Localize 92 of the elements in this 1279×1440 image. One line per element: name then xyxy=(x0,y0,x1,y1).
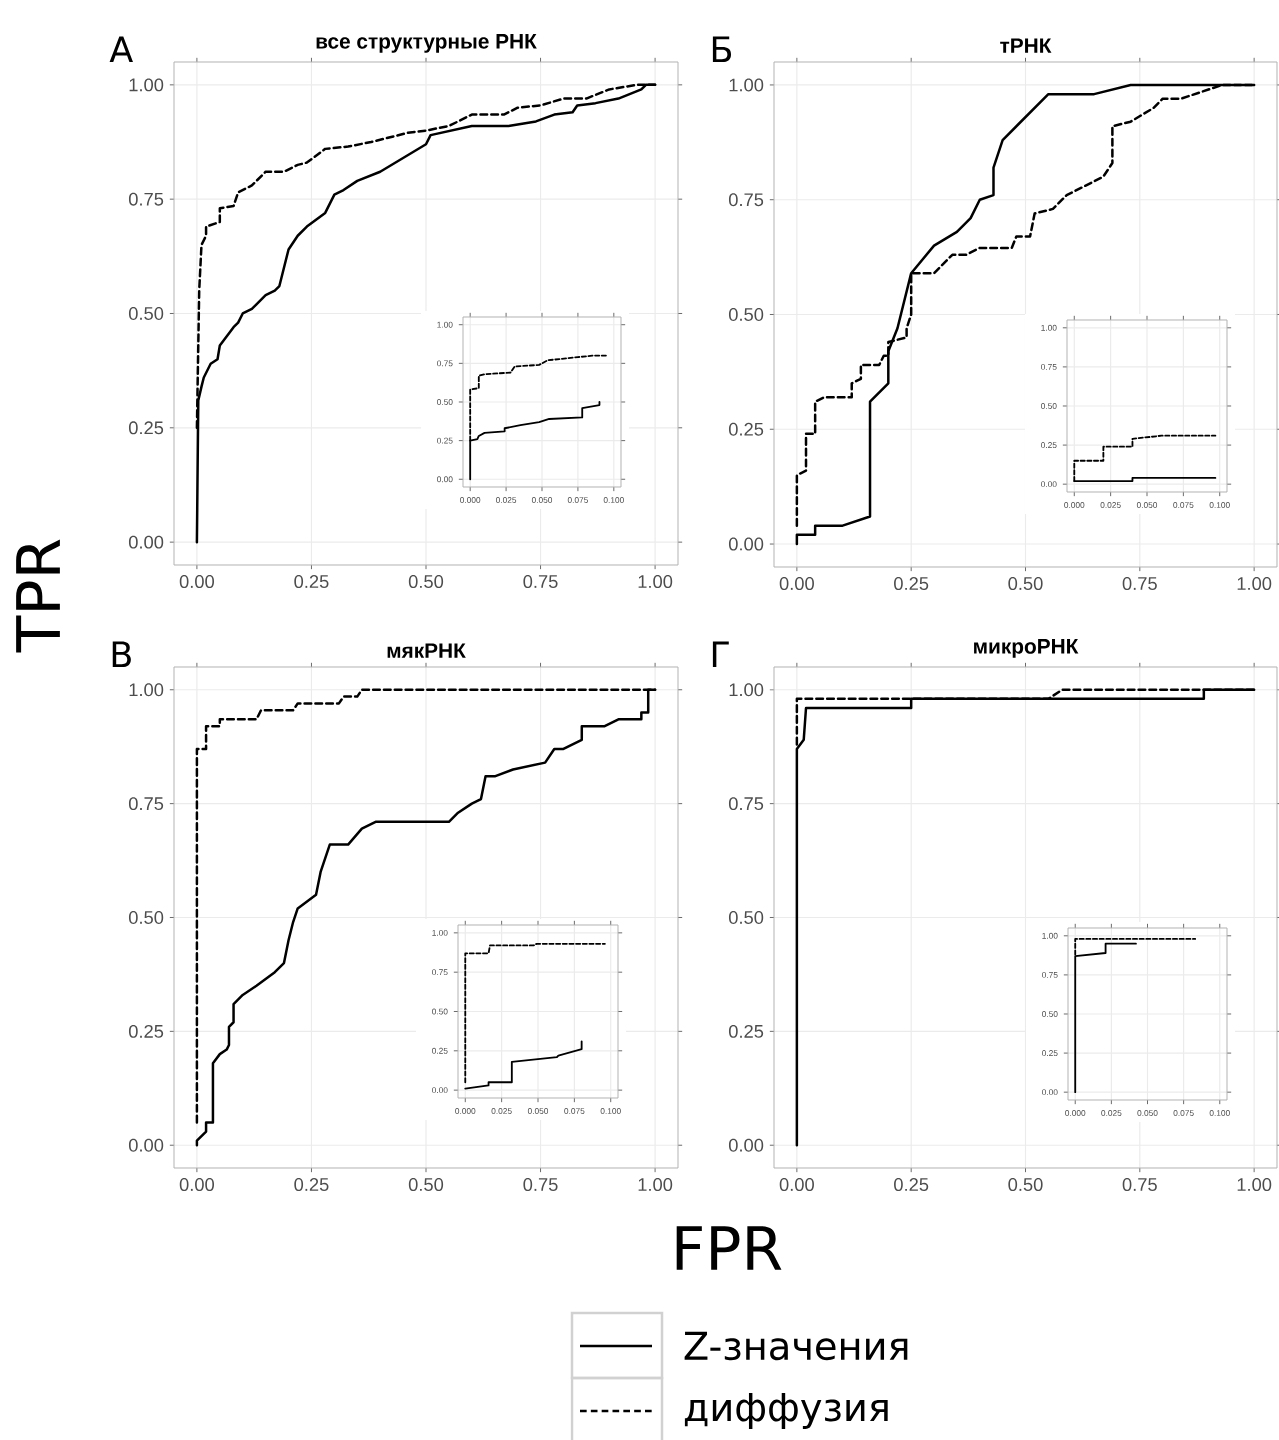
x-tick-label: 0.025 xyxy=(1100,502,1121,508)
x-tick-label: 0.25 xyxy=(294,1178,329,1192)
y-tick-label: 0.75 xyxy=(437,360,453,367)
y-tick-label: 0.25 xyxy=(437,437,453,444)
x-tick-label: 0.025 xyxy=(1101,1110,1122,1116)
x-tick-label: 0.00 xyxy=(779,1178,814,1192)
y-tick-label: 0.50 xyxy=(1042,1011,1058,1017)
y-tick-label: 0.75 xyxy=(1041,363,1057,370)
x-tick-label: 0.050 xyxy=(1137,1110,1158,1116)
chart-title: тРНК xyxy=(1000,38,1052,53)
y-tick-label: 0.25 xyxy=(432,1047,448,1054)
x-tick-label: 1.00 xyxy=(1237,1178,1272,1192)
x-tick-label: 0.75 xyxy=(1122,577,1157,591)
chart-title: все структурные РНК xyxy=(316,34,537,53)
x-tick-label: 0.075 xyxy=(567,497,588,503)
y-tick-label: 0.00 xyxy=(1042,1089,1058,1096)
y-tick-label: 0.25 xyxy=(1041,442,1057,449)
legend-label: Z-значения xyxy=(684,1331,908,1361)
x-tick-label: 0.75 xyxy=(523,575,558,589)
x-tick-label: 1.00 xyxy=(638,1178,673,1192)
text: Г xyxy=(712,641,729,667)
y-tick-label: 0.50 xyxy=(432,1008,448,1015)
y-tick-label: 0.75 xyxy=(1042,971,1058,978)
x-tick-label: 0.25 xyxy=(894,577,929,591)
y-tick-label: 0.25 xyxy=(728,422,764,436)
y-tick-label: 0.00 xyxy=(1041,481,1057,488)
text: А xyxy=(109,36,133,62)
y-tick-label: 1.00 xyxy=(1041,324,1057,331)
y-tick-label: 1.00 xyxy=(437,321,453,328)
y-tick-label: 1.00 xyxy=(129,78,164,92)
x-tick-label: 1.00 xyxy=(1237,577,1272,591)
y-tick-label: 0.75 xyxy=(728,797,764,811)
y-tick-label: 0.50 xyxy=(437,399,453,405)
x-tick-label: 0.000 xyxy=(1064,502,1085,508)
y-tick-label: 0.00 xyxy=(437,476,453,483)
x-axis-title: FPR xyxy=(676,1226,782,1270)
y-tick-label: 0.25 xyxy=(728,1024,764,1038)
y-tick-label: 0.00 xyxy=(128,535,164,549)
x-tick-label: 0.50 xyxy=(1008,1178,1043,1192)
y-tick-label: 0.50 xyxy=(728,911,764,924)
y-tick-label: 1.00 xyxy=(1042,932,1058,939)
y-tick-label: 0.00 xyxy=(728,537,764,551)
x-tick-label: 0.00 xyxy=(179,1178,215,1192)
text: В xyxy=(112,641,131,667)
x-tick-label: 0.100 xyxy=(603,497,624,503)
y-tick-label: 0.25 xyxy=(128,1024,164,1038)
y-tick-label: 0.75 xyxy=(128,797,164,811)
x-tick-label: 0.000 xyxy=(455,1108,476,1114)
x-tick-label: 0.25 xyxy=(894,1178,929,1192)
x-tick-label: 0.50 xyxy=(1008,577,1043,591)
x-tick-label: 0.00 xyxy=(779,577,814,591)
x-tick-label: 0.000 xyxy=(460,497,481,503)
x-tick-label: 0.025 xyxy=(491,1108,512,1114)
legend-label: диффузия xyxy=(684,1393,888,1429)
y-tick-label: 0.50 xyxy=(128,911,164,924)
y-tick-label: 0.25 xyxy=(128,421,164,435)
y-tick-label: 0.00 xyxy=(432,1087,448,1094)
y-tick-label: 0.50 xyxy=(728,308,764,321)
y-tick-label: 0.25 xyxy=(1042,1050,1058,1057)
y-tick-label: 1.00 xyxy=(729,683,764,697)
x-tick-label: 0.100 xyxy=(600,1108,621,1114)
line-series xyxy=(464,1040,583,1090)
x-tick-label: 0.025 xyxy=(495,497,517,503)
y-tick-label: 1.00 xyxy=(729,78,764,92)
y-tick-label: 0.75 xyxy=(432,969,448,976)
x-tick-label: 0.00 xyxy=(179,575,215,589)
chart-title: мякРНК xyxy=(387,643,466,658)
x-tick-label: 0.075 xyxy=(1173,1110,1194,1116)
y-tick-label: 1.00 xyxy=(432,929,448,936)
y-tick-label: 0.00 xyxy=(128,1138,164,1152)
x-tick-label: 0.050 xyxy=(1136,502,1158,508)
x-tick-label: 0.100 xyxy=(1209,502,1230,508)
text: Б xyxy=(712,36,732,62)
line-series xyxy=(464,942,606,1084)
y-tick-label: 1.00 xyxy=(129,683,164,697)
y-axis-title: TPR xyxy=(16,539,60,653)
y-tick-label: 0.00 xyxy=(728,1138,764,1152)
y-tick-label: 0.75 xyxy=(728,193,764,207)
x-tick-label: 0.050 xyxy=(531,497,553,503)
x-tick-label: 0.75 xyxy=(1122,1178,1157,1192)
x-tick-label: 0.25 xyxy=(294,575,329,589)
x-tick-label: 0.075 xyxy=(1173,502,1194,508)
y-tick-label: 0.50 xyxy=(128,307,164,320)
x-tick-label: 0.075 xyxy=(564,1108,585,1114)
chart-title: микроРНК xyxy=(974,639,1079,658)
x-tick-label: 0.75 xyxy=(523,1178,558,1192)
y-tick-label: 0.50 xyxy=(1041,403,1057,409)
x-tick-label: 0.050 xyxy=(527,1108,549,1114)
x-tick-label: 0.000 xyxy=(1065,1110,1086,1116)
x-tick-label: 1.00 xyxy=(638,575,673,589)
x-tick-label: 0.100 xyxy=(1209,1110,1230,1116)
y-tick-label: 0.75 xyxy=(128,192,164,206)
